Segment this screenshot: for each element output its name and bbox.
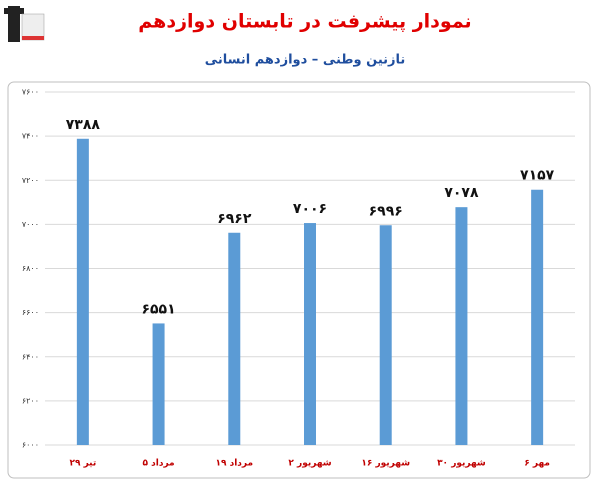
bar: [76, 138, 89, 445]
value-label: ۶۹۶۲: [217, 211, 252, 227]
y-tick-label: ۶۲۰۰: [22, 396, 39, 405]
y-tick-label: ۶۴۰۰: [22, 352, 39, 361]
bar: [152, 323, 165, 445]
y-tick-label: ۷۰۰۰: [22, 220, 39, 229]
value-label: ۶۹۹۶: [369, 203, 403, 219]
y-tick-label: ۷۶۰۰: [22, 88, 39, 97]
value-label: ۷۰۷۸: [444, 185, 479, 201]
bar: [228, 232, 241, 445]
y-tick-label: ۶۰۰۰: [22, 441, 39, 450]
y-tick-label: ۷۲۰۰: [22, 176, 39, 185]
x-tick-label: ۱۹ مرداد: [215, 459, 253, 469]
y-tick-label: ۷۴۰۰: [22, 132, 39, 141]
bar: [531, 189, 544, 445]
bar: [379, 225, 392, 445]
x-tick-label: ۵ مرداد: [143, 459, 175, 469]
x-tick-label: ۳۰ شهریور: [437, 459, 486, 469]
plot-frame: [7, 81, 591, 479]
x-tick-label: ۶ مهر: [524, 459, 550, 469]
value-label: ۶۵۵۱: [141, 301, 175, 317]
x-tick-label: ۱۶ شهریور: [361, 459, 410, 469]
value-label: ۷۱۵۷: [520, 168, 555, 184]
x-tick-label: ۲۹ تیر: [69, 459, 96, 469]
chart-title: نمودار پیشرفت در تابستان دوازدهم: [138, 11, 471, 33]
bar: [304, 223, 316, 445]
x-tick-label: ۲ شهریور: [288, 459, 331, 469]
y-tick-label: ۶۸۰۰: [22, 264, 39, 273]
chart-subtitle: نازنین وطنی – دوازدهم انسانی: [205, 53, 406, 68]
value-label: ۷۳۸۸: [66, 117, 101, 133]
bar: [455, 207, 468, 445]
value-label: ۷۰۰۶: [293, 201, 327, 217]
y-tick-label: ۶۶۰۰: [22, 308, 39, 317]
logo: [4, 6, 45, 42]
